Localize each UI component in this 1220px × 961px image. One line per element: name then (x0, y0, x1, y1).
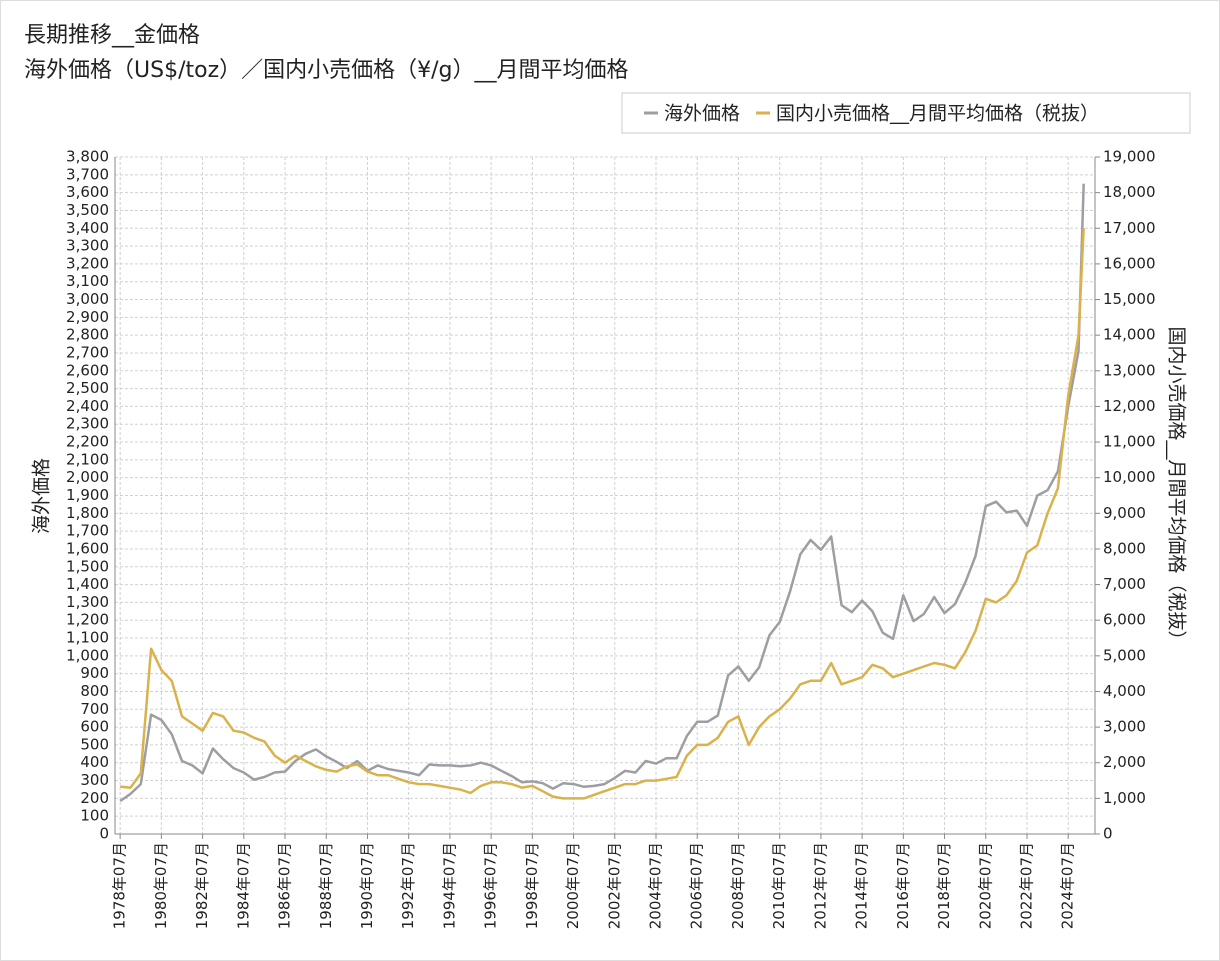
y-tick-label: 3,300 (66, 237, 109, 255)
x-tick-label: 2020年07月 (976, 842, 994, 929)
series-line (119, 183, 1085, 803)
y2-tick-label: 14,000 (1103, 326, 1156, 344)
y2-tick-label: 18,000 (1103, 183, 1156, 201)
x-tick-label: 1996年07月 (482, 842, 500, 929)
y-tick-label: 1,900 (66, 486, 109, 504)
x-tick-label: 2022年07月 (1017, 842, 1035, 929)
y-tick-label: 2,800 (66, 326, 109, 344)
x-tick-label: 2008年07月 (729, 842, 747, 929)
y-tick-label: 1,400 (66, 575, 109, 593)
y-tick-label: 2,600 (66, 361, 109, 379)
y-tick-label: 900 (80, 664, 109, 682)
y-tick-label: 2,200 (66, 433, 109, 451)
x-tick-label: 1984年07月 (234, 842, 252, 929)
y-tick-label: 100 (80, 807, 109, 825)
y2-tick-label: 9,000 (1103, 504, 1146, 522)
y2-axis-title: 国内小売価格__月間平均価格（税抜） (1166, 326, 1188, 649)
y-tick-label: 2,000 (66, 468, 109, 486)
x-tick-label: 2016年07月 (894, 842, 912, 929)
legend-label: 国内小売価格__月間平均価格（税抜） (776, 103, 1099, 125)
y-tick-label: 3,400 (66, 219, 109, 237)
x-tick-label: 2010年07月 (770, 842, 788, 929)
x-tick-label: 2006年07月 (688, 842, 706, 929)
y-tick-label: 2,300 (66, 415, 109, 433)
legend-label: 海外価格 (664, 103, 740, 125)
x-tick-label: 1988年07月 (317, 842, 335, 929)
y2-tick-label: 16,000 (1103, 254, 1156, 272)
y2-tick-label: 11,000 (1103, 433, 1156, 451)
y2-tick-label: 4,000 (1103, 682, 1146, 700)
series-line (120, 228, 1085, 800)
y2-tick-label: 7,000 (1103, 575, 1146, 593)
x-tick-label: 1980年07月 (152, 842, 170, 929)
x-tick-label: 1990年07月 (358, 842, 376, 929)
chart-subtitle: 海外価格（US$/toz）／国内小売価格（¥/g）__月間平均価格 (24, 58, 629, 83)
y-tick-label: 800 (80, 682, 109, 700)
y-tick-label: 2,400 (66, 397, 109, 415)
y2-tick-label: 8,000 (1103, 539, 1146, 557)
y2-tick-label: 0 (1103, 825, 1113, 843)
x-tick-label: 1998年07月 (523, 842, 541, 929)
y-tick-label: 1,800 (66, 504, 109, 522)
x-tick-label: 2004年07月 (647, 842, 665, 929)
y2-tick-label: 2,000 (1103, 753, 1146, 771)
y2-tick-label: 3,000 (1103, 718, 1146, 736)
x-tick-label: 2012年07月 (811, 842, 829, 929)
y-tick-label: 1,700 (66, 522, 109, 540)
y2-tick-label: 17,000 (1103, 219, 1156, 237)
y-tick-label: 3,000 (66, 290, 109, 308)
y-tick-label: 300 (80, 771, 109, 789)
x-tick-label: 1982年07月 (193, 842, 211, 929)
y-tick-label: 3,800 (66, 148, 109, 166)
y-tick-label: 200 (80, 789, 109, 807)
y-tick-label: 2,700 (66, 343, 109, 361)
y-tick-label: 3,700 (66, 165, 109, 183)
y-tick-label: 3,500 (66, 201, 109, 219)
y-tick-label: 3,600 (66, 183, 109, 201)
y-tick-label: 700 (80, 700, 109, 718)
y-tick-label: 1,100 (66, 629, 109, 647)
y-tick-label: 3,100 (66, 272, 109, 290)
y-tick-label: 3,200 (66, 254, 109, 272)
y-tick-label: 600 (80, 718, 109, 736)
x-tick-label: 2024年07月 (1059, 842, 1077, 929)
x-tick-label: 2018年07月 (935, 842, 953, 929)
y-axis-title: 海外価格 (31, 458, 53, 534)
y-tick-label: 2,900 (66, 308, 109, 326)
x-tick-label: 1994年07月 (440, 842, 458, 929)
y2-tick-label: 13,000 (1103, 361, 1156, 379)
y-tick-label: 1,500 (66, 557, 109, 575)
y-tick-label: 1,200 (66, 611, 109, 629)
legend-box (621, 92, 1191, 134)
y-tick-label: 1,000 (66, 646, 109, 664)
y2-tick-label: 15,000 (1103, 290, 1156, 308)
x-tick-label: 1986年07月 (276, 842, 294, 929)
y2-tick-label: 10,000 (1103, 468, 1156, 486)
y-tick-label: 1,600 (66, 539, 109, 557)
y2-tick-label: 12,000 (1103, 397, 1156, 415)
y2-tick-label: 5,000 (1103, 646, 1146, 664)
x-tick-label: 2000年07月 (564, 842, 582, 929)
y2-tick-label: 19,000 (1103, 148, 1156, 166)
y-tick-label: 400 (80, 753, 109, 771)
y2-tick-label: 6,000 (1103, 611, 1146, 629)
x-tick-label: 2002年07月 (605, 842, 623, 929)
x-tick-label: 1978年07月 (111, 842, 129, 929)
y-tick-label: 2,100 (66, 450, 109, 468)
x-tick-label: 2014年07月 (853, 842, 871, 929)
y-tick-label: 500 (80, 735, 109, 753)
y-tick-label: 2,500 (66, 379, 109, 397)
y-tick-label: 1,300 (66, 593, 109, 611)
x-tick-label: 1992年07月 (399, 842, 417, 929)
chart-title: 長期推移__金価格 (24, 23, 200, 48)
y2-tick-label: 1,000 (1103, 789, 1146, 807)
y-tick-label: 0 (99, 825, 109, 843)
